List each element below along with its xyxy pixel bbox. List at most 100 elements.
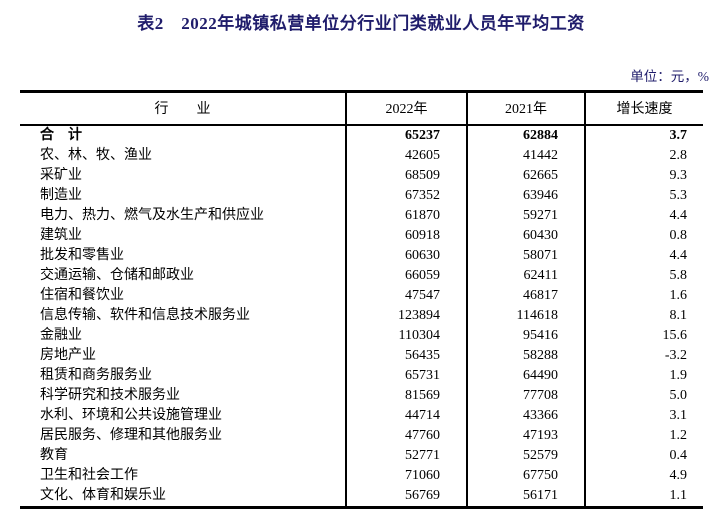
table-header-row: 行 业 2022年 2021年 增长速度: [20, 91, 703, 126]
value-2021-cell: 43366: [466, 405, 585, 426]
column-header-2021: 2021年: [466, 91, 585, 126]
table-row: 卫生和社会工作 71060 67750 4.9: [20, 465, 703, 486]
value-2022-cell: 61870: [345, 205, 467, 226]
value-2022-cell: 71060: [345, 465, 467, 486]
unit-note: 单位：元，%: [630, 69, 709, 84]
growth-rate-cell: 5.0: [584, 385, 703, 406]
value-2022-cell: 60918: [345, 225, 467, 246]
industry-name-cell: 水利、环境和公共设施管理业: [40, 407, 222, 423]
growth-rate-cell: 4.9: [584, 465, 703, 486]
industry-name-cell: 教育: [40, 447, 68, 463]
value-2022-cell: 47760: [345, 425, 467, 446]
industry-name-cell: 信息传输、软件和信息技术服务业: [40, 307, 250, 323]
value-2021-cell: 47193: [466, 425, 585, 446]
value-2022-cell: 123894: [345, 305, 467, 326]
column-header-industry: 行 业: [20, 91, 346, 126]
growth-rate-cell: 15.6: [584, 325, 703, 346]
value-2021-cell: 41442: [466, 145, 585, 166]
table-row: 电力、热力、燃气及水生产和供应业 61870 59271 4.4: [20, 205, 703, 226]
table-row: 交通运输、仓储和邮政业 66059 62411 5.8: [20, 265, 703, 286]
growth-rate-cell: 0.4: [584, 445, 703, 466]
table-row: 合 计 65237 62884 3.7: [20, 124, 703, 146]
table-row: 居民服务、修理和其他服务业 47760 47193 1.2: [20, 425, 703, 446]
industry-name-cell: 租赁和商务服务业: [40, 367, 152, 383]
value-2022-cell: 47547: [345, 285, 467, 306]
growth-rate-cell: 1.6: [584, 285, 703, 306]
column-header-2022: 2022年: [345, 91, 467, 126]
value-2021-cell: 114618: [466, 305, 585, 326]
table-row: 房地产业 56435 58288 -3.2: [20, 345, 703, 366]
industry-name-cell: 房地产业: [40, 347, 96, 363]
table-row: 文化、体育和娱乐业 56769 56171 1.1: [20, 485, 703, 507]
industry-name-cell: 批发和零售业: [40, 247, 124, 263]
table-row: 教育 52771 52579 0.4: [20, 445, 703, 466]
table-row: 制造业 67352 63946 5.3: [20, 185, 703, 206]
industry-name-cell: 合 计: [40, 127, 82, 143]
growth-rate-cell: 5.3: [584, 185, 703, 206]
value-2022-cell: 56769: [345, 485, 467, 507]
growth-rate-cell: 1.9: [584, 365, 703, 386]
value-2022-cell: 42605: [345, 145, 467, 166]
table-row: 农、林、牧、渔业 42605 41442 2.8: [20, 145, 703, 166]
table-row: 采矿业 68509 62665 9.3: [20, 165, 703, 186]
value-2021-cell: 63946: [466, 185, 585, 206]
industry-name-cell: 电力、热力、燃气及水生产和供应业: [40, 207, 264, 223]
industry-name-cell: 采矿业: [40, 167, 82, 183]
value-2022-cell: 65731: [345, 365, 467, 386]
industry-name-cell: 文化、体育和娱乐业: [40, 487, 166, 503]
growth-rate-cell: 1.1: [584, 485, 703, 507]
industry-name-cell: 农、林、牧、渔业: [40, 147, 152, 163]
industry-name-cell: 卫生和社会工作: [40, 467, 138, 483]
industry-name-cell: 住宿和餐饮业: [40, 287, 124, 303]
growth-rate-cell: 1.2: [584, 425, 703, 446]
table-row: 信息传输、软件和信息技术服务业 123894 114618 8.1: [20, 305, 703, 326]
growth-rate-cell: 3.7: [584, 124, 703, 146]
table-row: 科学研究和技术服务业 81569 77708 5.0: [20, 385, 703, 406]
industry-name-cell: 科学研究和技术服务业: [40, 387, 180, 403]
table-row: 建筑业 60918 60430 0.8: [20, 225, 703, 246]
growth-rate-cell: 3.1: [584, 405, 703, 426]
value-2021-cell: 58288: [466, 345, 585, 366]
value-2022-cell: 66059: [345, 265, 467, 286]
industry-name-cell: 交通运输、仓储和邮政业: [40, 267, 194, 283]
industry-name-cell: 金融业: [40, 327, 82, 343]
value-2022-cell: 65237: [345, 124, 467, 146]
value-2021-cell: 59271: [466, 205, 585, 226]
wage-table: 行 业 2022年 2021年 增长速度 合 计 65237 62884 3.7…: [20, 90, 703, 509]
growth-rate-cell: 0.8: [584, 225, 703, 246]
value-2021-cell: 62665: [466, 165, 585, 186]
value-2021-cell: 77708: [466, 385, 585, 406]
value-2021-cell: 60430: [466, 225, 585, 246]
table-body: 合 计 65237 62884 3.7 农、林、牧、渔业 42605 41442…: [20, 124, 703, 507]
column-header-growth: 增长速度: [584, 91, 703, 126]
growth-rate-cell: 4.4: [584, 245, 703, 266]
growth-rate-cell: -3.2: [584, 345, 703, 366]
value-2022-cell: 56435: [345, 345, 467, 366]
table-row: 金融业 110304 95416 15.6: [20, 325, 703, 346]
industry-name-cell: 制造业: [40, 187, 82, 203]
value-2022-cell: 67352: [345, 185, 467, 206]
table-row: 租赁和商务服务业 65731 64490 1.9: [20, 365, 703, 386]
table-row: 住宿和餐饮业 47547 46817 1.6: [20, 285, 703, 306]
value-2022-cell: 52771: [345, 445, 467, 466]
value-2022-cell: 44714: [345, 405, 467, 426]
growth-rate-cell: 8.1: [584, 305, 703, 326]
growth-rate-cell: 4.4: [584, 205, 703, 226]
value-2021-cell: 62411: [466, 265, 585, 286]
value-2022-cell: 110304: [345, 325, 467, 346]
table-row: 水利、环境和公共设施管理业 44714 43366 3.1: [20, 405, 703, 426]
value-2022-cell: 68509: [345, 165, 467, 186]
value-2021-cell: 52579: [466, 445, 585, 466]
value-2021-cell: 64490: [466, 365, 585, 386]
value-2021-cell: 58071: [466, 245, 585, 266]
value-2021-cell: 56171: [466, 485, 585, 507]
value-2021-cell: 95416: [466, 325, 585, 346]
growth-rate-cell: 5.8: [584, 265, 703, 286]
value-2022-cell: 60630: [345, 245, 467, 266]
value-2021-cell: 62884: [466, 124, 585, 146]
value-2021-cell: 46817: [466, 285, 585, 306]
industry-name-cell: 建筑业: [40, 227, 82, 243]
value-2021-cell: 67750: [466, 465, 585, 486]
page-title: 表2 2022年城镇私营单位分行业门类就业人员年平均工资: [137, 14, 585, 33]
industry-name-cell: 居民服务、修理和其他服务业: [40, 427, 222, 443]
